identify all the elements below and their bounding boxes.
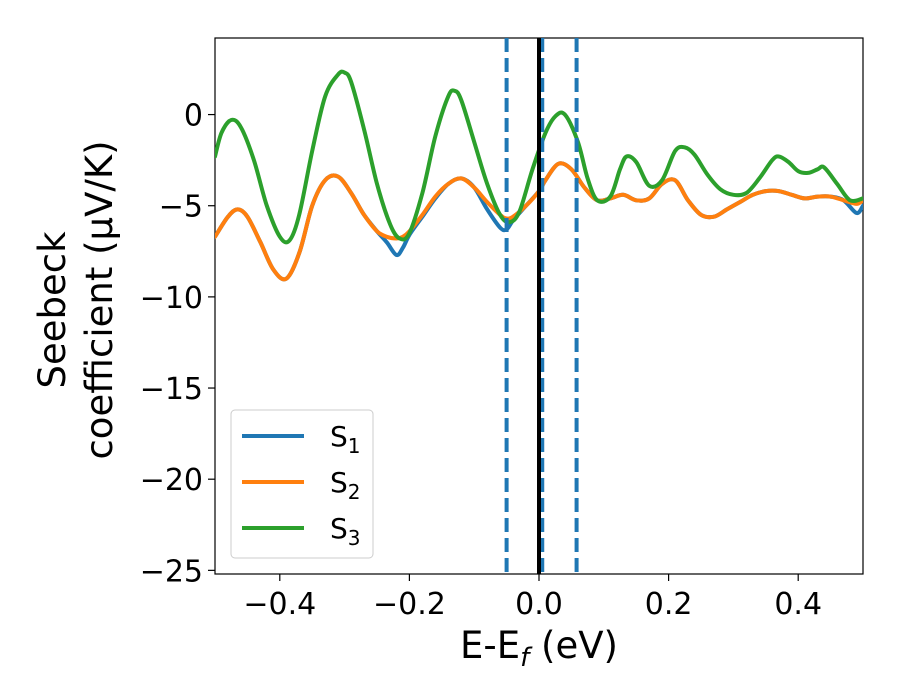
reference-lines — [504, 38, 579, 574]
legend-label-s1: S1 — [330, 420, 361, 458]
x-tick-label: 0.0 — [515, 587, 563, 622]
y-tick-label: −25 — [140, 554, 203, 589]
x-tick-label: 0.4 — [774, 587, 822, 622]
y-tick-label: −10 — [140, 281, 203, 316]
x-tick-label: −0.4 — [243, 587, 316, 622]
x-axis-title: E-Ef (eV) — [460, 624, 618, 673]
legend: S1 S2 S3 — [230, 409, 374, 559]
legend-entries: S1 S2 S3 — [242, 420, 361, 550]
series-line-s2 — [215, 161, 863, 282]
legend-label-s2: S2 — [330, 466, 361, 504]
y-tick-label: −5 — [159, 190, 203, 225]
y-axis-ticks: 0 −5 −10 −15 −20 −25 — [140, 99, 215, 589]
legend-label-s3: S3 — [330, 512, 361, 550]
x-tick-label: 0.2 — [645, 587, 693, 622]
x-tick-label: −0.2 — [373, 587, 446, 622]
y-tick-label: −20 — [140, 463, 203, 498]
y-tick-label: −15 — [140, 372, 203, 407]
y-axis-title: Seebeck coefficient (μV/K) — [31, 140, 121, 459]
x-axis-ticks: −0.4 −0.2 0.0 0.2 0.4 — [243, 574, 822, 622]
y-axis-title-line2: coefficient (μV/K) — [78, 140, 121, 459]
y-tick-label: 0 — [184, 99, 203, 134]
y-axis-title-line1: Seebeck — [31, 231, 74, 389]
